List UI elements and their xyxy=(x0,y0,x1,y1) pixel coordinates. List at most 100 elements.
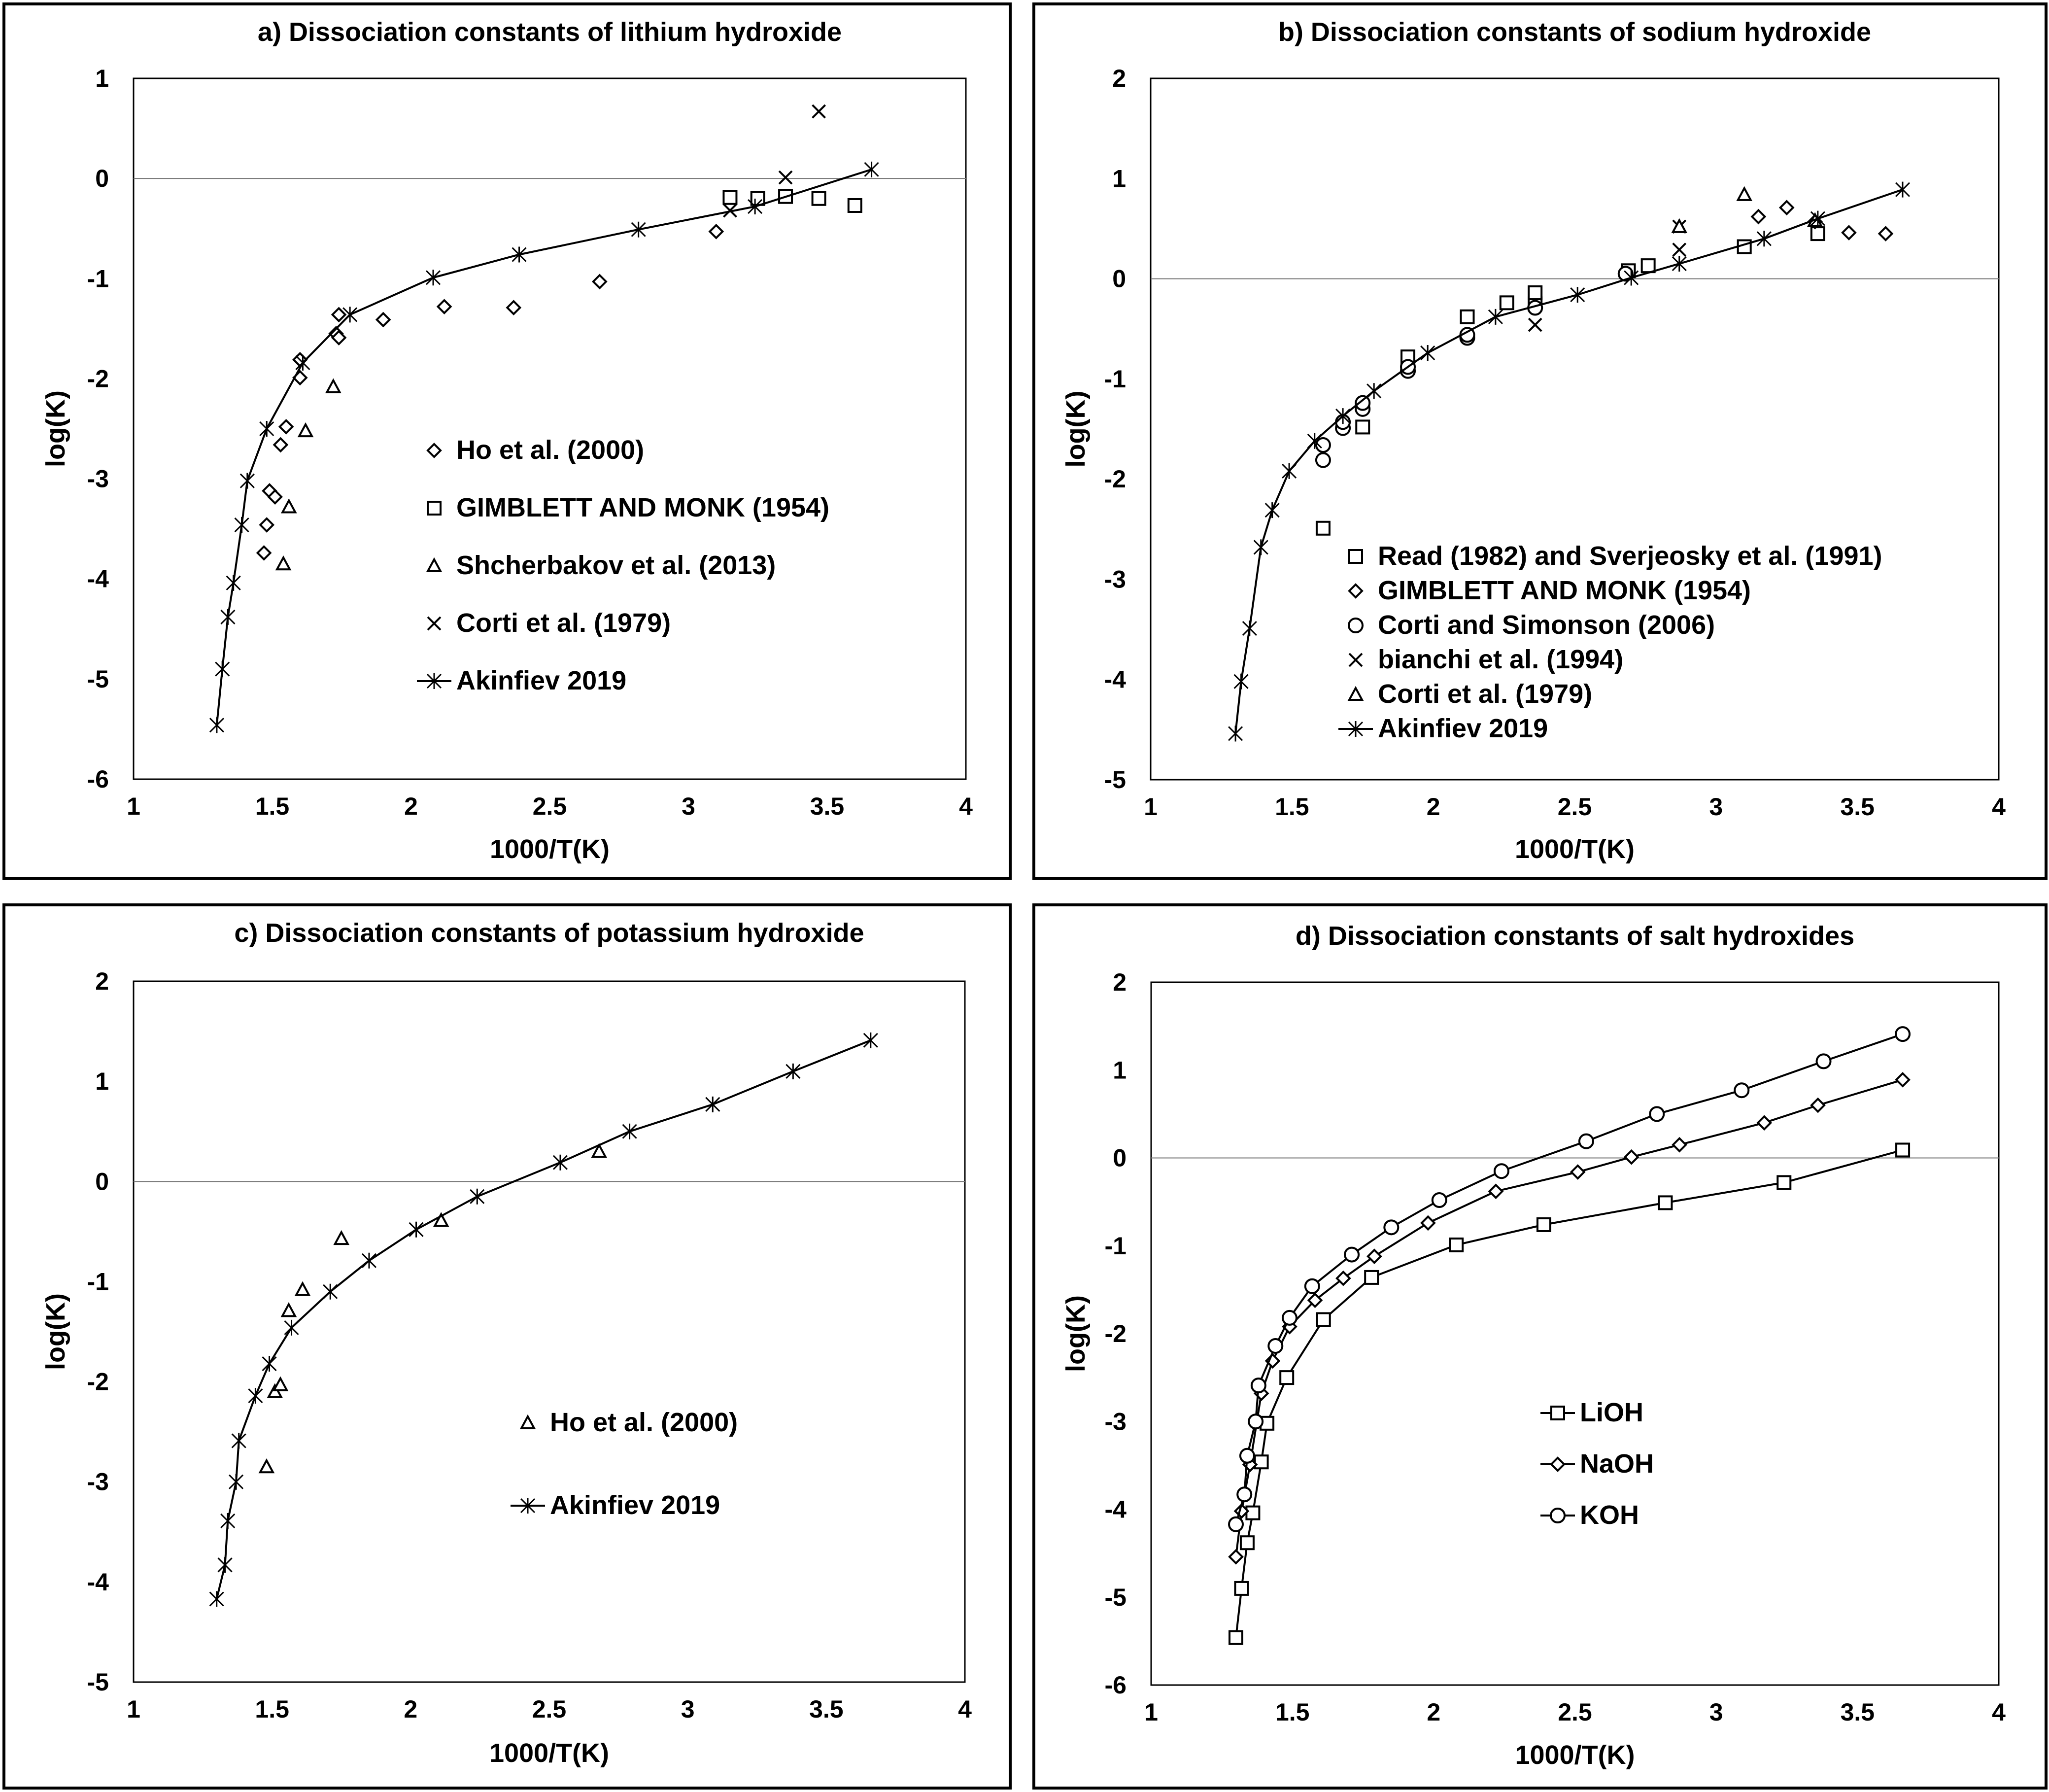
legend-label: GIMBLETT AND MONK (1954) xyxy=(1378,576,1751,605)
data-point xyxy=(708,223,724,240)
plot-area xyxy=(1150,981,2000,1686)
data-point xyxy=(811,191,826,206)
data-point xyxy=(1810,210,1825,227)
legend-label: GIMBLETT AND MONK (1954) xyxy=(456,493,829,522)
data-point xyxy=(1315,437,1331,453)
legend-marker xyxy=(1348,721,1364,737)
data-point xyxy=(1282,463,1297,479)
series-ho-et-al-2000 xyxy=(258,1143,608,1474)
series-lioh xyxy=(1229,1142,1911,1645)
data-point xyxy=(1307,433,1322,449)
legend-item: Read (1982) and Sverjeosky et al. (1991) xyxy=(1348,541,1882,571)
data-point xyxy=(1460,309,1475,324)
y-tick-label: -1 xyxy=(87,1268,109,1295)
data-point xyxy=(275,555,292,571)
legend-item: KOH xyxy=(1540,1500,1639,1530)
legend-label: Ho et al. (2000) xyxy=(456,435,644,465)
legend-label: Shcherbakov et al. (2013) xyxy=(456,551,776,580)
data-point xyxy=(1245,1505,1261,1520)
x-tick-label: 3.5 xyxy=(1841,1698,1875,1726)
x-tick-label: 1 xyxy=(1144,793,1158,821)
legend-item: Ho et al. (2000) xyxy=(426,435,644,465)
data-point xyxy=(1239,1447,1255,1464)
data-point xyxy=(1736,186,1753,201)
legend-item: Akinfiev 2019 xyxy=(417,666,626,695)
series-bianchi-et-al-1994 xyxy=(1528,219,1687,332)
data-point xyxy=(1658,1195,1673,1210)
x-tick-label: 1.5 xyxy=(255,1695,289,1723)
legend-label: Akinfiev 2019 xyxy=(456,666,626,695)
y-tick-label: -6 xyxy=(87,765,109,793)
data-point xyxy=(294,1281,311,1296)
data-point xyxy=(280,1302,297,1317)
y-tick-label: 2 xyxy=(95,967,109,995)
x-tick-label: 3.5 xyxy=(810,793,845,820)
y-tick-label: -3 xyxy=(87,465,109,493)
plot-area xyxy=(133,980,966,1683)
y-tick-label: -1 xyxy=(1105,1232,1127,1260)
plot-area xyxy=(1150,77,2000,781)
legend-marker xyxy=(519,1414,536,1430)
data-point xyxy=(1895,1072,1911,1088)
data-point xyxy=(1304,1278,1320,1294)
legend-marker xyxy=(1348,618,1364,633)
data-point xyxy=(1778,200,1795,216)
series-akinfiev-2019 xyxy=(209,1032,878,1607)
chart-panel-c: c) Dissociation constants of potassium h… xyxy=(2,903,1012,1790)
data-point xyxy=(1536,1217,1551,1232)
data-point xyxy=(512,246,527,263)
x-tick-label: 4 xyxy=(1992,1698,2006,1726)
data-point xyxy=(1672,242,1687,257)
data-point xyxy=(1570,287,1585,303)
data-point xyxy=(1776,1175,1792,1190)
series-line xyxy=(1235,1033,1903,1525)
legend-label: bianchi et al. (1994) xyxy=(1378,645,1623,674)
data-point xyxy=(785,1063,801,1079)
sodium-hydroxide-chart: b) Dissociation constants of sodium hydr… xyxy=(1061,17,2006,864)
y-tick-label: -6 xyxy=(1105,1671,1127,1699)
x-tick-label: 3 xyxy=(1709,793,1723,821)
data-point xyxy=(267,489,283,505)
data-point xyxy=(1895,1026,1911,1042)
data-point xyxy=(361,1252,377,1269)
chart-panel-b: b) Dissociation constants of sodium hydr… xyxy=(1032,2,2048,880)
x-tick-label: 2 xyxy=(1427,793,1440,821)
legend-marker xyxy=(427,501,442,516)
legend-label: Akinfiev 2019 xyxy=(550,1490,720,1520)
data-point xyxy=(847,198,862,213)
legend-label: NaOH xyxy=(1580,1449,1654,1479)
legend-item: GIMBLETT AND MONK (1954) xyxy=(1348,576,1751,605)
data-point xyxy=(1335,1270,1351,1286)
data-point xyxy=(1756,1115,1772,1131)
chart-title: b) Dissociation constants of sodium hydr… xyxy=(1278,17,1871,47)
series-gimblett-and-monk-1954 xyxy=(722,189,862,213)
data-point xyxy=(229,1474,244,1490)
data-point xyxy=(705,1096,720,1112)
data-point xyxy=(1281,1310,1298,1326)
x-tick-label: 3 xyxy=(1709,1698,1723,1726)
y-axis-label: log(K) xyxy=(1061,391,1091,468)
chart-title: a) Dissociation constants of lithium hyd… xyxy=(258,17,842,47)
data-point xyxy=(1649,1106,1665,1122)
data-point xyxy=(1895,181,1911,198)
legend-item: Akinfiev 2019 xyxy=(1338,714,1548,743)
legend-item: Shcherbakov et al. (2013) xyxy=(426,551,776,580)
y-axis-label: log(K) xyxy=(41,390,70,467)
legend-label: Akinfiev 2019 xyxy=(1378,714,1548,743)
legend-label: Corti and Simonson (2006) xyxy=(1378,610,1715,640)
legend-label: Corti et al. (1979) xyxy=(456,608,671,638)
data-point xyxy=(259,517,275,533)
data-point xyxy=(1248,1413,1264,1430)
data-point xyxy=(325,378,342,393)
legend-marker xyxy=(1347,686,1364,701)
series-shcherbakov-et-al-2013 xyxy=(275,378,342,571)
legend-marker xyxy=(1348,583,1364,599)
data-point xyxy=(226,575,241,591)
data-point xyxy=(234,517,249,533)
data-point xyxy=(262,1356,277,1372)
data-point xyxy=(209,717,224,733)
data-point xyxy=(1528,317,1542,332)
x-axis-label: 1000/T(K) xyxy=(1515,1740,1635,1770)
legend-marker xyxy=(427,616,442,631)
x-tick-label: 1.5 xyxy=(255,793,290,820)
